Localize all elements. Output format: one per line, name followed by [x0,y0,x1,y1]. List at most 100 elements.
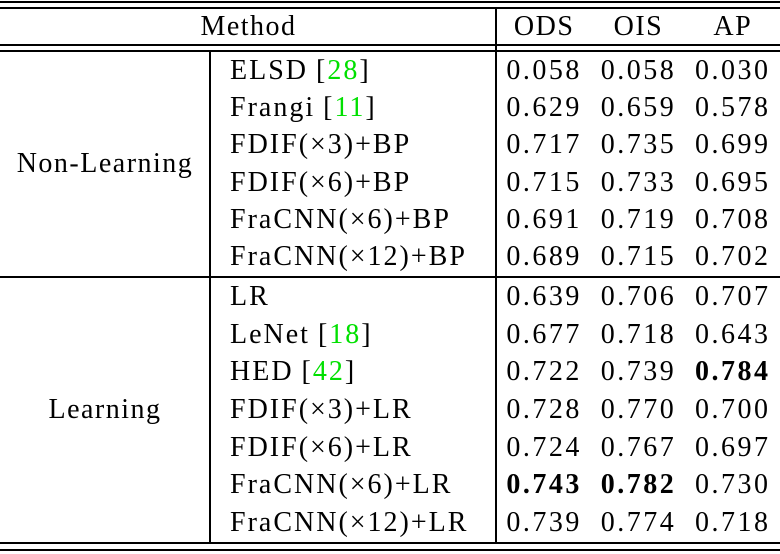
table-row: FraCNN(×6)+BP 0.691 0.719 0.708 [210,201,780,238]
value-ois: 0.659 [600,91,677,123]
value-ap: 0.718 [694,507,771,539]
method-name: FDIF(×6)+BP [230,166,412,198]
method-cell: FDIF(×6)+LR [210,432,497,464]
value-ois: 0.774 [600,507,677,539]
method-cell: HED [42] [210,356,497,388]
citation-bracket-open: [ [317,318,330,350]
method-name: LR [230,280,270,312]
value-ap: 0.784 [694,356,771,388]
value-ois: 0.733 [600,166,677,198]
method-cell: ELSD [28] [210,55,497,87]
table-row: HED [42] 0.722 0.739 0.784 [210,353,780,391]
citation-number[interactable]: 42 [312,356,345,388]
value-ois: 0.715 [600,241,677,273]
citation-bracket-open: [ [323,91,335,123]
value-ap: 0.578 [694,91,771,123]
column-divider-category [209,52,211,542]
table-row: FraCNN(×12)+BP 0.689 0.715 0.702 [210,239,780,276]
method-name: FraCNN(×6)+BP [230,203,451,235]
value-ois: 0.058 [600,54,677,86]
table-row: Frangi [11] 0.629 0.659 0.578 [210,89,780,126]
method-cell: Frangi [11] [210,92,497,124]
value-ap: 0.700 [694,394,771,426]
value-ods: 0.639 [506,280,582,312]
citation: [28] [316,55,371,86]
citation: [42] [302,356,357,387]
value-ods: 0.724 [506,431,582,463]
top-double-rule-2 [0,7,780,9]
citation-bracket-open: [ [301,356,313,388]
citation-bracket-close: ] [365,91,377,123]
method-cell: FraCNN(×6)+BP [210,204,497,236]
value-ods: 0.677 [506,318,582,350]
value-ois: 0.739 [600,356,677,388]
section-learning: Learning LR 0.639 0.706 0.707 LeNet [18] … [0,278,780,542]
value-ap: 0.730 [694,469,771,501]
citation-number[interactable]: 28 [327,54,360,86]
value-ap: 0.708 [694,203,771,235]
value-ois: 0.782 [600,469,677,501]
method-cell: LeNet [18] [210,319,497,351]
method-name: HED [230,356,294,388]
bottom-double-rule-2 [0,549,780,551]
value-ods: 0.743 [506,469,582,501]
value-ods: 0.058 [506,54,582,86]
method-cell: FraCNN(×6)+LR [210,469,497,501]
method-name: LeNet [230,318,310,350]
citation-number[interactable]: 18 [329,318,362,350]
method-name: Frangi [230,91,316,123]
column-divider-values [495,8,497,542]
table-row: FDIF(×6)+LR 0.724 0.767 0.697 [210,429,780,467]
value-ap: 0.702 [694,241,771,273]
value-ap: 0.695 [694,166,771,198]
citation: [18] [318,319,373,350]
value-ois: 0.706 [600,280,677,312]
table-row: FDIF(×3)+BP 0.717 0.735 0.699 [210,127,780,164]
table-row: LR 0.639 0.706 0.707 [210,278,780,316]
section-divider-rule [0,276,780,278]
method-cell: FDIF(×6)+BP [210,167,497,199]
citation-number[interactable]: 11 [334,91,366,123]
value-ois: 0.767 [600,431,677,463]
value-ap: 0.643 [694,318,771,350]
header-ods: ODS [513,10,575,42]
value-ods: 0.717 [506,129,582,161]
method-name: FraCNN(×12)+BP [230,241,467,273]
value-ods: 0.715 [506,166,582,198]
value-ois: 0.719 [600,203,677,235]
table-row: FraCNN(×6)+LR 0.743 0.782 0.730 [210,467,780,505]
citation-bracket-close: ] [344,356,357,388]
value-ois: 0.735 [600,129,677,161]
category-label: Learning [48,394,162,425]
table-row: FraCNN(×12)+LR 0.739 0.774 0.718 [210,504,780,542]
header-ap: AP [713,10,753,42]
table-row: FDIF(×3)+LR 0.728 0.770 0.700 [210,391,780,429]
header-double-rule-1 [0,44,780,46]
value-ap: 0.697 [694,431,771,463]
citation-bracket-close: ] [359,54,371,86]
value-ods: 0.728 [506,394,582,426]
top-double-rule-1 [0,1,780,3]
method-cell: FraCNN(×12)+BP [210,241,497,273]
value-ods: 0.739 [506,507,582,539]
section-non-learning: Non-Learning ELSD [28] 0.058 0.058 0.030 … [0,52,780,276]
header-double-rule-2 [0,50,780,52]
table-row: FDIF(×6)+BP 0.715 0.733 0.695 [210,164,780,201]
category-label: Non-Learning [16,148,194,179]
method-cell: LR [210,281,497,313]
value-ois: 0.770 [600,394,677,426]
method-cell: FraCNN(×12)+LR [210,507,497,539]
method-cell: FDIF(×3)+BP [210,129,497,161]
value-ap: 0.707 [694,280,771,312]
header-method: Method [200,10,297,42]
table-row: LeNet [18] 0.677 0.718 0.643 [210,316,780,354]
method-name: FraCNN(×12)+LR [230,507,469,539]
value-ods: 0.691 [506,203,582,235]
header-ois: OIS [613,10,664,42]
table-row: ELSD [28] 0.058 0.058 0.030 [210,52,780,89]
method-name: FraCNN(×6)+LR [230,469,453,501]
bottom-double-rule-1 [0,542,780,544]
method-cell: FDIF(×3)+LR [210,394,497,426]
section-rows: LR 0.639 0.706 0.707 LeNet [18] 0.677 0.7… [210,278,780,542]
